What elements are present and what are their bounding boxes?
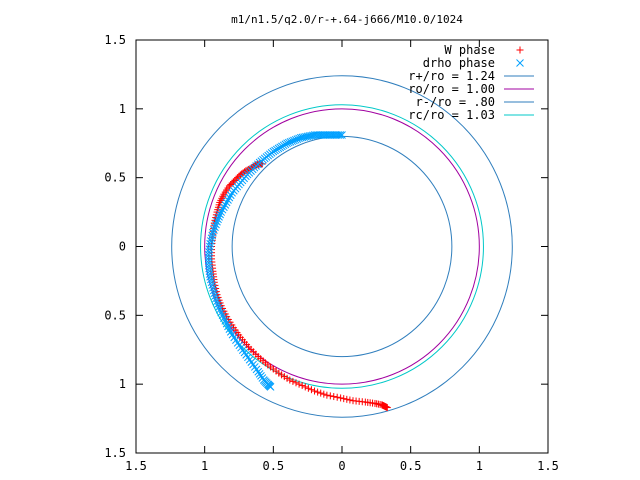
drho-phase-point-interp (211, 292, 219, 300)
w-phase-point (337, 394, 345, 402)
circle-rc (200, 104, 484, 389)
w-phase-point (323, 391, 331, 399)
x-tick-label: 1 (476, 459, 483, 473)
circle-r (231, 135, 453, 358)
legend-label: W phase (444, 43, 495, 57)
x-tick-label: 1.5 (537, 459, 559, 473)
y-tick-label: 1 (119, 102, 126, 116)
w-phase-point-interp (343, 395, 351, 403)
drho-phase-point-interp (212, 297, 221, 306)
drho-phase-point-interp (218, 205, 227, 214)
drho-phase-point-interp (213, 300, 222, 309)
drho-phase-point-interp (216, 210, 224, 219)
drho-phase-point (213, 217, 221, 226)
drho-phase-point-interp (215, 213, 223, 221)
w-phase-point (383, 404, 391, 412)
legend-label: ro/ro = 1.00 (408, 82, 495, 96)
w-phase-point (286, 376, 294, 384)
drho-phase-point-interp (204, 253, 213, 262)
y-tick-label: 0 (119, 240, 126, 254)
drho-phase-point-interp (221, 201, 230, 209)
drho-phase-point (217, 208, 226, 216)
legend-label: r+/ro = 1.24 (408, 69, 495, 83)
w-phase-point-interp (304, 384, 312, 392)
x-tick-label: 0 (338, 459, 345, 473)
w-phase-point-interp (292, 379, 300, 387)
drho-phase-point-interp (211, 223, 219, 232)
w-phase-point (311, 387, 319, 395)
w-phase-point-interp (320, 390, 328, 398)
x-tick-label: 1 (201, 459, 208, 473)
y-tick-label: 1.5 (104, 446, 126, 460)
drho-phase-point-interp (225, 193, 234, 202)
x-tick-label: 0.5 (400, 459, 422, 473)
legend-label: drho phase (423, 56, 495, 70)
y-tick-label: 1.5 (104, 33, 126, 47)
w-phase-point-interp (307, 386, 315, 394)
legend-marker (516, 46, 524, 54)
drho-phase-point-interp (220, 203, 228, 212)
w-phase-point-interp (333, 393, 341, 401)
legend-marker (516, 59, 524, 67)
reference-circles (171, 75, 513, 418)
w-phase-point-interp (326, 392, 334, 400)
drho-phase-point-interp (204, 256, 213, 265)
w-phase-point-interp (301, 383, 309, 391)
y-tick-label: 0.5 (104, 171, 126, 185)
circle-r (171, 75, 513, 418)
w-phase-point-interp (330, 393, 338, 401)
w-phase-point-interp (346, 396, 354, 404)
drho-phase-point (211, 294, 220, 303)
chart-title: m1/n1.5/q2.0/r-+.64-j666/M10.0/1024 (231, 13, 463, 26)
drho-phase-point-interp (214, 215, 222, 224)
drho-phase-point (222, 198, 231, 207)
w-phase-point-interp (314, 388, 322, 396)
legend-label: r-/ro = .80 (416, 95, 495, 109)
drho-phase-point-interp (226, 191, 235, 200)
w-phase-point-interp (295, 380, 303, 388)
drho-phase-point (204, 250, 213, 259)
data-points (204, 131, 391, 412)
drho-phase-point (266, 383, 275, 391)
x-tick-label: 0.5 (262, 459, 284, 473)
axis-ticks: 1.5 1 0.5 0 0.5 1 1.51.510.500.511.5 (104, 33, 559, 473)
x-tick-label: 1.5 (125, 459, 147, 473)
drho-phase-point (228, 188, 236, 197)
drho-phase-point-interp (212, 220, 220, 229)
drho-phase-point-interp (214, 303, 223, 311)
drho-phase-point-interp (210, 226, 218, 234)
circle-ro (204, 108, 480, 385)
drho-phase-point-interp (224, 196, 232, 204)
y-tick-label: 0.5 (104, 308, 126, 322)
w-phase-point-interp (340, 395, 348, 403)
y-tick-label: 1 (119, 377, 126, 391)
w-phase-point (298, 382, 306, 390)
legend-label: rc/ro = 1.03 (408, 108, 495, 122)
w-phase-point-interp (289, 377, 297, 385)
w-phase-point-interp (317, 389, 325, 397)
